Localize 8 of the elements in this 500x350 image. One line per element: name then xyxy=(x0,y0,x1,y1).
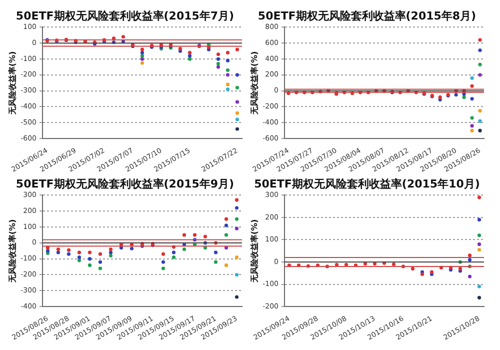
chart-title: 50ETF期权无风险套利收益率(2015年9月) xyxy=(16,177,234,190)
y-axis-title: 无风险收益率(%) xyxy=(6,51,17,116)
chart-title: 50ETF期权无风险套利收益率(2015年7月) xyxy=(16,9,234,22)
y-axis-title: 无风险收益率(%) xyxy=(6,219,17,284)
y-axis-title: 无风险收益率(%) xyxy=(248,51,259,116)
chart-title: 50ETF期权无风险套利收益率(2015年8月) xyxy=(258,9,476,22)
chart-title: 50ETF期权无风险套利收益率(2015年10月) xyxy=(254,177,480,190)
y-axis-title: 无风险收益率(%) xyxy=(248,219,259,284)
